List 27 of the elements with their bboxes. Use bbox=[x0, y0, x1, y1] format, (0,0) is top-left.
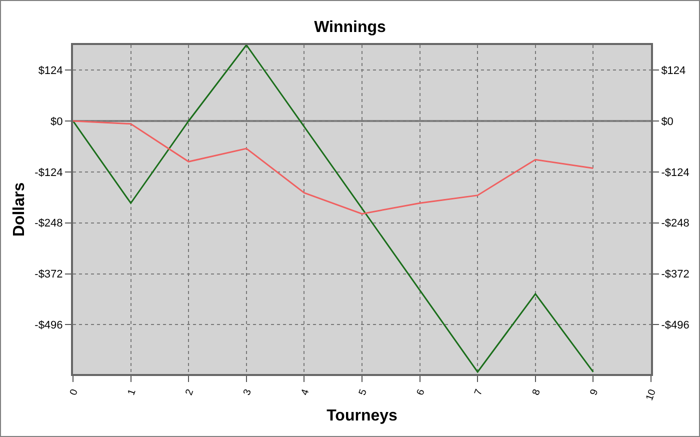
line-series bbox=[73, 120, 594, 215]
x-tick-label: 3 bbox=[242, 388, 254, 397]
y-tick-label: -$124 bbox=[34, 166, 63, 179]
x-tick-label: 10 bbox=[644, 388, 659, 402]
chart-title: Winnings bbox=[314, 18, 386, 36]
y2-tick-label: $0 bbox=[661, 116, 674, 128]
x-tick-label: 5 bbox=[357, 388, 370, 397]
y-tick-label: -$248 bbox=[34, 218, 63, 230]
x-tick-label: 1 bbox=[126, 388, 138, 397]
x-tick-label: 2 bbox=[184, 388, 196, 397]
y-tick-label: -$496 bbox=[34, 320, 63, 332]
y2-tick-label: -$372 bbox=[661, 268, 690, 281]
y2-tick-label: -$124 bbox=[661, 166, 690, 179]
y2-tick-label: -$248 bbox=[661, 218, 690, 230]
x-axis-title: Tourneys bbox=[326, 407, 398, 424]
x-tick-label: 4 bbox=[299, 388, 312, 397]
y-tick-label: $0 bbox=[50, 116, 63, 128]
x-tick-label: 0 bbox=[68, 388, 81, 397]
y-tick-label: $124 bbox=[38, 64, 63, 77]
x-tick-label: 6 bbox=[415, 388, 428, 397]
x-tick-label: 7 bbox=[472, 388, 486, 397]
y-axis-title: Dollars bbox=[11, 182, 28, 237]
x-tick-label: 8 bbox=[530, 388, 544, 397]
y2-tick-label: -$496 bbox=[661, 320, 690, 332]
y2-tick-label: $124 bbox=[661, 64, 686, 77]
x-tick-label: 9 bbox=[588, 388, 601, 397]
y-tick-label: -$372 bbox=[34, 268, 63, 281]
